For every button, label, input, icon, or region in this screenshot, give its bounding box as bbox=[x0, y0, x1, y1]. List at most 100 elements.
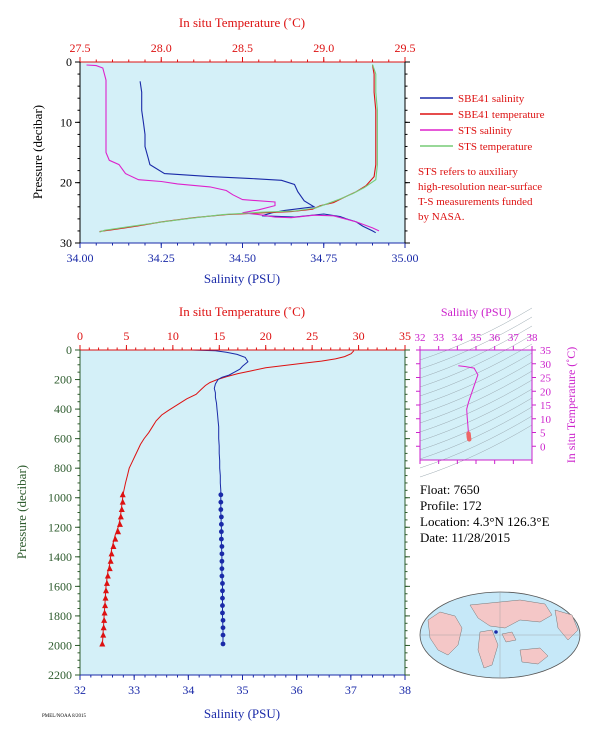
near-surface-top-tick-label: 28.5 bbox=[232, 41, 253, 55]
density-contour bbox=[419, 415, 533, 469]
full-depth-chart: 0 5 10 15 20 25 30 35 32 33 34 35 36 37 38 0 200 400 600 80… bbox=[14, 304, 411, 721]
near-surface-y-tick-label: 0 bbox=[66, 55, 72, 69]
profile-number: Profile: 172 bbox=[420, 498, 482, 513]
near-surface-series-2 bbox=[86, 64, 380, 232]
salinity-marker bbox=[220, 603, 225, 608]
salinity-marker bbox=[220, 588, 225, 594]
temperature-marker bbox=[110, 542, 117, 549]
ts-y-tick-label: 25 bbox=[540, 373, 552, 385]
full-depth-top-tick-label: 25 bbox=[306, 329, 318, 343]
salinity-marker bbox=[218, 536, 224, 542]
density-contour bbox=[419, 307, 533, 361]
float-info: Float: 7650 Profile: 172 Location: 4.3°N… bbox=[420, 482, 550, 545]
salinity-marker bbox=[220, 595, 225, 601]
legend-note-line-4: by NASA. bbox=[418, 211, 465, 223]
full-depth-top-tick-label: 0 bbox=[77, 329, 83, 343]
near-surface-bottom-tick-label: 34.00 bbox=[67, 251, 94, 265]
full-depth-bottom-tick-label: 35 bbox=[237, 683, 249, 697]
full-depth-y-tick-label: 200 bbox=[54, 373, 72, 387]
salinity-marker bbox=[220, 625, 226, 631]
date: Date: 11/28/2015 bbox=[420, 530, 510, 545]
ts-x-tick-label: 38 bbox=[527, 332, 539, 344]
full-depth-y-tick-label: 0 bbox=[66, 343, 72, 357]
temperature-marker bbox=[104, 572, 111, 579]
density-contour bbox=[419, 334, 533, 388]
full-depth-top-tick-label: 10 bbox=[167, 329, 179, 343]
full-depth-bottom-tick-label: 33 bbox=[128, 683, 140, 697]
float-number: Float: 7650 bbox=[420, 482, 480, 497]
salinity-marker bbox=[218, 521, 224, 527]
footer-code: PMEL/NOAA 8/2015 bbox=[42, 714, 87, 719]
full-depth-y-tick-label: 2200 bbox=[48, 668, 72, 682]
full-depth-bottom-tick-label: 36 bbox=[291, 683, 303, 697]
temperature-marker bbox=[103, 587, 109, 594]
full-depth-pressure-axis-title: Pressure (decibar) bbox=[14, 465, 29, 559]
full-depth-temperature-axis-title: In situ Temperature (˚C) bbox=[179, 304, 305, 319]
legend: SBE41 salinity SBE41 temperature STS sal… bbox=[418, 93, 545, 223]
near-surface-pressure-axis-title: Pressure (decibar) bbox=[30, 105, 45, 199]
full-depth-y-tick-label: 800 bbox=[54, 461, 72, 475]
temperature-marker bbox=[100, 631, 107, 638]
ts-y-tick-label: 5 bbox=[540, 428, 546, 440]
legend-label-sbe41-salinity: SBE41 salinity bbox=[458, 93, 525, 105]
temperature-marker bbox=[112, 535, 119, 542]
salinity-marker bbox=[219, 544, 225, 549]
location: Location: 4.3°N 126.3°E bbox=[420, 514, 550, 529]
near-surface-top-tick-label: 29.5 bbox=[395, 41, 416, 55]
full-depth-top-tick-label: 5 bbox=[123, 329, 129, 343]
salinity-marker bbox=[220, 632, 226, 638]
near-surface-y-tick-label: 10 bbox=[60, 115, 72, 129]
temperature-marker bbox=[101, 616, 108, 623]
near-surface-salinity-axis-title: Salinity (PSU) bbox=[204, 271, 280, 286]
full-depth-top-tick-label: 20 bbox=[260, 329, 272, 343]
temperature-marker bbox=[107, 557, 114, 564]
density-contour bbox=[419, 343, 533, 397]
map-graticule bbox=[420, 592, 580, 678]
ts-y-tick-label: 30 bbox=[540, 359, 552, 371]
salinity-marker bbox=[219, 551, 225, 557]
legend-label-sts-salinity: STS salinity bbox=[458, 125, 513, 137]
legend-note-line-1: STS refers to auxiliary bbox=[418, 166, 518, 178]
temperature-marker bbox=[119, 498, 126, 505]
near-surface-y-tick-label: 30 bbox=[60, 236, 72, 250]
temperature-marker bbox=[102, 602, 109, 609]
ts-y-tick-label: 35 bbox=[540, 345, 552, 357]
near-surface-series-3 bbox=[99, 64, 378, 233]
salinity-marker bbox=[219, 566, 225, 572]
ts-y-tick-label: 20 bbox=[540, 386, 552, 398]
world-map bbox=[419, 591, 581, 679]
near-surface-temperature-axis-title: In situ Temperature (˚C) bbox=[179, 15, 305, 30]
salinity-marker bbox=[220, 610, 225, 616]
ts-salinity-axis-title: Salinity (PSU) bbox=[441, 305, 511, 319]
temperature-marker bbox=[101, 609, 108, 616]
ts-plot-area bbox=[420, 350, 532, 460]
density-contour bbox=[419, 379, 533, 433]
temperature-marker bbox=[103, 579, 110, 586]
legend-label-sbe41-temperature: SBE41 temperature bbox=[458, 109, 545, 121]
full-depth-y-tick-label: 1200 bbox=[48, 520, 72, 534]
density-contour bbox=[419, 424, 533, 478]
full-depth-y-tick-label: 1800 bbox=[48, 609, 72, 623]
ts-x-tick-label: 35 bbox=[471, 332, 483, 344]
temperature-marker bbox=[106, 565, 113, 572]
density-contour bbox=[419, 397, 533, 451]
ts-y-tick-label: 15 bbox=[540, 400, 552, 412]
full-depth-bottom-tick-label: 38 bbox=[399, 683, 411, 697]
map-land bbox=[427, 599, 579, 669]
ts-x-tick-label: 37 bbox=[508, 332, 520, 344]
salinity-marker bbox=[220, 617, 226, 623]
near-surface-top-tick-label: 28.0 bbox=[151, 41, 172, 55]
near-surface-bottom-tick-label: 34.25 bbox=[148, 251, 175, 265]
full-depth-y-tick-label: 600 bbox=[54, 432, 72, 446]
full-depth-bottom-tick-label: 37 bbox=[345, 683, 357, 697]
salinity-marker bbox=[218, 529, 224, 535]
salinity-marker bbox=[220, 581, 225, 586]
ts-deep-point bbox=[467, 437, 472, 442]
ts-temperature-axis-title: In situ Temperature (˚C) bbox=[564, 347, 578, 464]
full-depth-y-tick-label: 400 bbox=[54, 402, 72, 416]
legend-note-line-3: T-S measurements funded bbox=[418, 196, 533, 208]
full-depth-y-tick-label: 1000 bbox=[48, 491, 72, 505]
temperature-marker bbox=[108, 550, 115, 557]
legend-label-sts-temperature: STS temperature bbox=[458, 141, 532, 153]
ts-y-tick-label: 0 bbox=[540, 441, 546, 453]
